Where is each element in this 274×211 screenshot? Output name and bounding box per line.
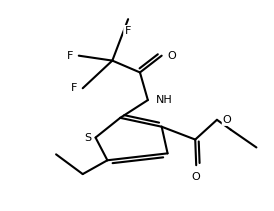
Text: F: F — [124, 26, 132, 36]
Text: O: O — [192, 172, 201, 182]
Text: F: F — [125, 26, 131, 36]
Text: O: O — [168, 51, 177, 61]
Text: O: O — [192, 172, 201, 182]
Text: O: O — [223, 115, 232, 125]
Text: F: F — [67, 51, 73, 61]
Text: F: F — [70, 83, 77, 93]
Text: S: S — [84, 133, 91, 143]
Text: NH: NH — [156, 95, 174, 105]
Text: F: F — [69, 83, 77, 93]
Text: NH: NH — [156, 95, 173, 105]
Text: O: O — [223, 115, 232, 125]
Text: O: O — [168, 51, 176, 61]
Text: F: F — [65, 51, 73, 61]
Text: S: S — [84, 133, 92, 143]
